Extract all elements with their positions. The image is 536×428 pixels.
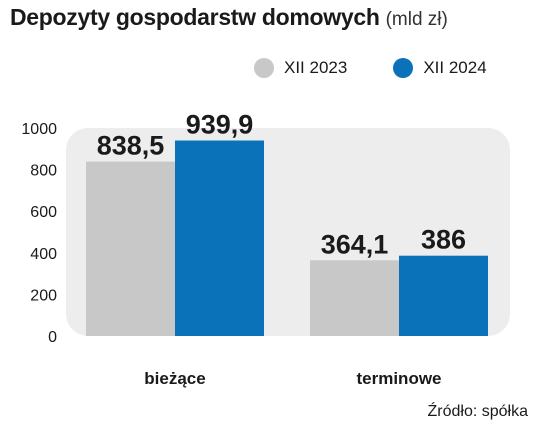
y-tick-label: 600 [30, 204, 57, 221]
legend-label-2024: XII 2024 [423, 58, 487, 77]
y-tick-label: 800 [30, 163, 57, 180]
data-label: 838,5 [97, 131, 165, 161]
y-tick-label: 200 [30, 287, 57, 304]
bar-2024-biezace [175, 140, 264, 336]
legend-label-2023: XII 2023 [284, 58, 348, 77]
y-tick-label: 0 [48, 329, 57, 346]
x-category-label: terminowe [356, 369, 441, 388]
chart-title: Depozyty gospodarstw domowych (mld zł) [10, 4, 448, 31]
source-note: Źródło: spółka [427, 403, 529, 420]
chart-title-text: Depozyty gospodarstw domowych [10, 4, 380, 30]
data-label: 939,9 [186, 110, 254, 140]
legend-item-2023: XII 2023 [254, 58, 347, 78]
legend-item-2024: XII 2024 [393, 58, 487, 78]
data-label: 364,1 [321, 229, 389, 259]
chart-title-unit: (mld zł) [385, 9, 448, 30]
data-label: 386 [421, 225, 466, 255]
y-tick-label: 1000 [21, 121, 57, 138]
legend-swatch-2024 [393, 58, 414, 78]
bar-2023-terminowe [310, 260, 399, 336]
bar-2024-terminowe [399, 255, 488, 336]
bar-2023-biezace [86, 161, 175, 336]
y-tick-label: 400 [30, 246, 57, 263]
legend-swatch-2023 [254, 58, 274, 78]
x-category-label: bieżące [144, 369, 205, 388]
legend: XII 2023 XII 2024 [254, 58, 487, 78]
